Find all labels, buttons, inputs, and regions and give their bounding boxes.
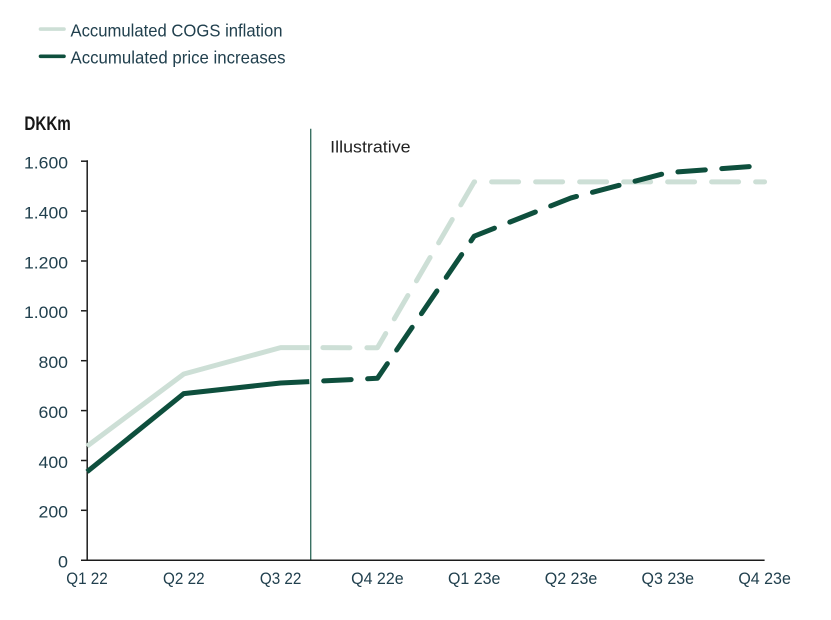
svg-text:Q1 22: Q1 22 [66, 569, 108, 588]
svg-text:Illustrative: Illustrative [330, 138, 410, 157]
svg-text:200: 200 [39, 503, 69, 522]
svg-text:1.600: 1.600 [24, 154, 68, 173]
svg-text:Q3 22: Q3 22 [260, 569, 302, 588]
svg-text:Q4 23e: Q4 23e [738, 569, 791, 588]
svg-text:Q1 23e: Q1 23e [448, 569, 501, 588]
svg-text:DKKm: DKKm [24, 114, 70, 135]
svg-text:1.400: 1.400 [24, 203, 68, 222]
svg-text:Accumulated price increases: Accumulated price increases [71, 48, 286, 68]
svg-text:Q2 22: Q2 22 [163, 569, 205, 588]
svg-text:Q2 23e: Q2 23e [545, 569, 598, 588]
svg-text:800: 800 [39, 353, 69, 372]
svg-text:Q4 22e: Q4 22e [351, 569, 404, 588]
svg-text:1.200: 1.200 [24, 253, 68, 272]
svg-text:600: 600 [39, 403, 69, 422]
svg-text:Q3 23e: Q3 23e [642, 569, 695, 588]
svg-text:0: 0 [58, 553, 68, 572]
svg-text:Accumulated COGS inflation: Accumulated COGS inflation [71, 21, 283, 41]
svg-text:1.000: 1.000 [24, 303, 68, 322]
svg-text:400: 400 [39, 453, 69, 472]
